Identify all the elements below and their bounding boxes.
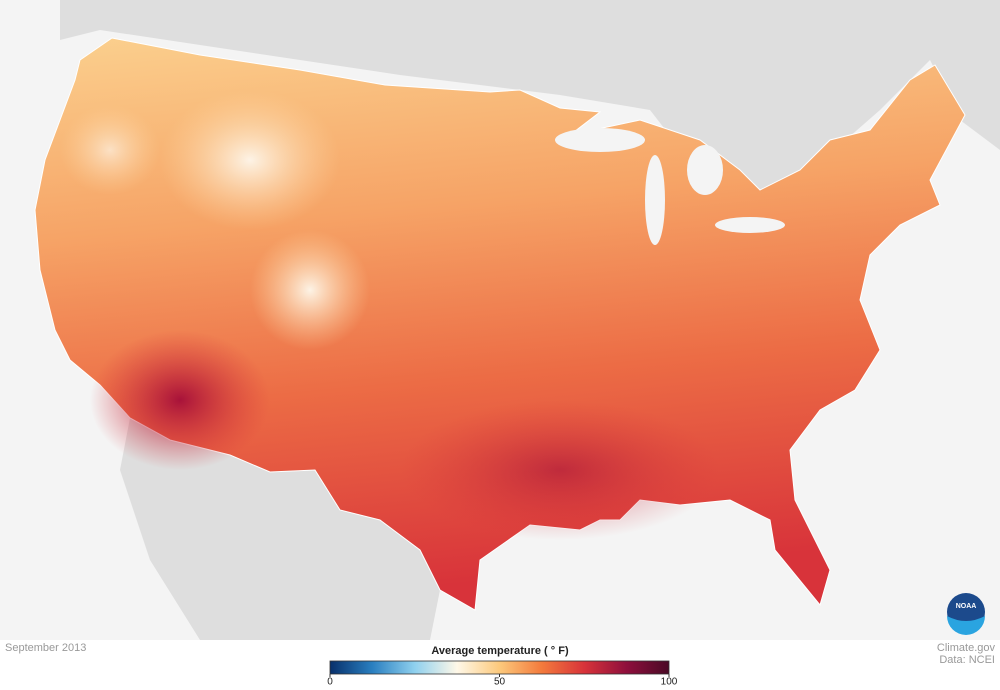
- colorbar-tick-label: 100: [661, 677, 678, 688]
- mountain-region: [250, 230, 370, 350]
- colorbar: [329, 660, 670, 675]
- lake: [555, 128, 645, 152]
- hot-region: [90, 330, 270, 470]
- lake: [687, 145, 723, 195]
- colorbar-tick-label: 50: [494, 677, 506, 688]
- mountain-region: [160, 90, 340, 230]
- noaa-logo-text: NOAA: [956, 603, 977, 610]
- source-data: Data: NCEI: [939, 654, 995, 666]
- hot-region: [400, 400, 720, 540]
- mexico: [120, 418, 440, 640]
- noaa-logo-wave: [947, 616, 985, 635]
- colorbar-label: Average temperature ( ° F): [431, 645, 569, 657]
- canada: [60, 0, 1000, 200]
- source-site: Climate.gov: [937, 642, 996, 654]
- lake: [645, 155, 665, 245]
- lake: [715, 217, 785, 233]
- mountain-region: [60, 105, 160, 195]
- colorbar-tick-label: 0: [327, 677, 333, 688]
- date-label: September 2013: [5, 642, 86, 654]
